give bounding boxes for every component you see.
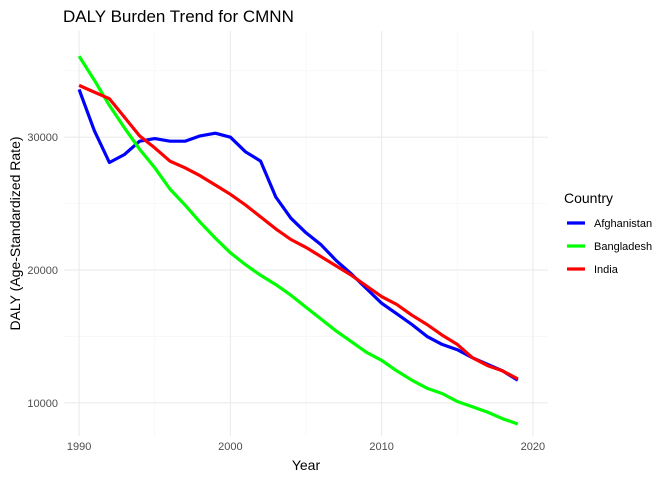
legend-items: Afghanistan Bangladesh India bbox=[567, 218, 652, 276]
x-tick-label: 2000 bbox=[218, 441, 242, 453]
legend-label-bangladesh: Bangladesh bbox=[594, 241, 652, 253]
y-axis-title: DALY (Age-Standardized Rate) bbox=[7, 136, 23, 330]
legend-label-afghanistan: Afghanistan bbox=[594, 218, 652, 230]
legend-title: Country bbox=[564, 190, 613, 206]
legend-label-india: India bbox=[594, 264, 619, 276]
series-line-india bbox=[78, 83, 519, 381]
legend: Country Afghanistan Bangladesh India bbox=[564, 190, 652, 276]
x-axis-tick-labels: 1990 2000 2010 2020 bbox=[67, 441, 545, 453]
series-line-bangladesh bbox=[77, 55, 519, 426]
series-lines bbox=[77, 55, 519, 426]
major-gridlines bbox=[64, 31, 548, 436]
y-tick-label: 10000 bbox=[27, 398, 58, 410]
x-tick-label: 2020 bbox=[521, 441, 545, 453]
minor-gridlines bbox=[64, 31, 548, 436]
series-line-afghanistan bbox=[77, 88, 519, 382]
x-axis-title: Year bbox=[292, 457, 321, 473]
y-tick-label: 20000 bbox=[27, 265, 58, 277]
x-tick-label: 2010 bbox=[369, 441, 393, 453]
x-tick-label: 1990 bbox=[67, 441, 91, 453]
y-axis-tick-labels: 10000 20000 30000 bbox=[27, 132, 58, 410]
chart-title: DALY Burden Trend for CMNN bbox=[63, 7, 294, 26]
y-tick-label: 30000 bbox=[27, 132, 58, 144]
